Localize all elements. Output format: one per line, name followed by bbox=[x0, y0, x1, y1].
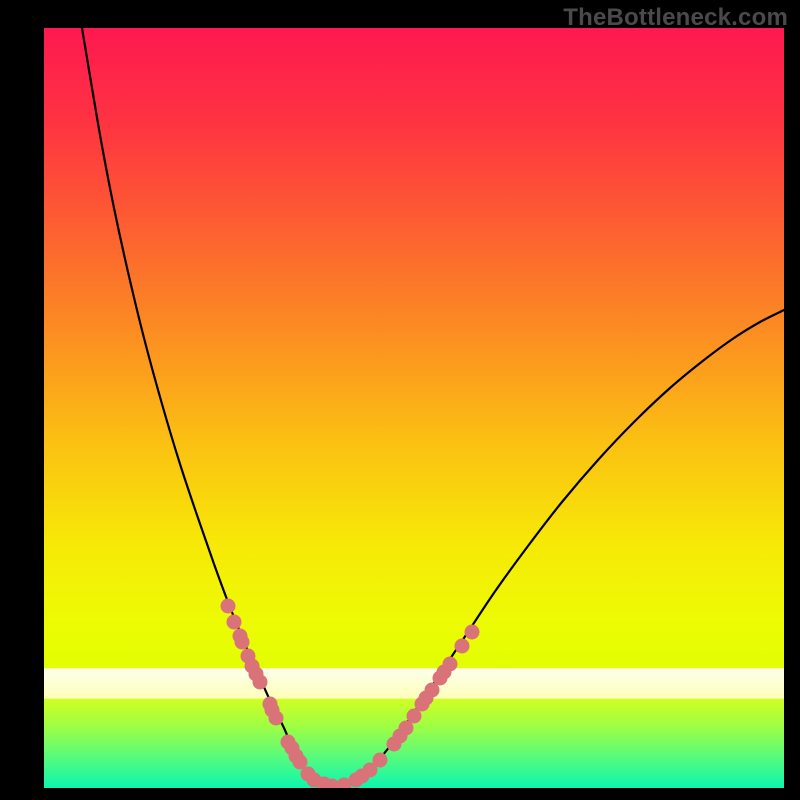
data-marker bbox=[325, 779, 340, 789]
data-markers bbox=[44, 28, 784, 788]
data-marker bbox=[337, 778, 352, 789]
plot-area bbox=[44, 28, 784, 788]
data-marker bbox=[263, 697, 278, 712]
data-marker bbox=[269, 711, 284, 726]
data-marker bbox=[227, 615, 242, 630]
data-marker bbox=[289, 749, 304, 764]
data-marker bbox=[443, 657, 458, 672]
data-marker bbox=[399, 721, 414, 736]
data-marker bbox=[317, 777, 332, 789]
data-marker bbox=[349, 773, 364, 788]
data-marker bbox=[241, 649, 256, 664]
data-marker bbox=[293, 755, 308, 770]
data-marker bbox=[221, 599, 236, 614]
data-marker bbox=[407, 709, 422, 724]
data-marker bbox=[355, 769, 370, 784]
data-marker bbox=[419, 691, 434, 706]
data-marker bbox=[307, 773, 322, 788]
data-marker bbox=[253, 675, 268, 690]
data-marker bbox=[235, 635, 250, 650]
data-marker bbox=[393, 729, 408, 744]
data-marker bbox=[265, 703, 280, 718]
data-marker bbox=[465, 625, 480, 640]
data-marker bbox=[373, 753, 388, 768]
bottleneck-curve bbox=[44, 28, 784, 788]
data-marker bbox=[437, 665, 452, 680]
data-marker bbox=[301, 767, 316, 782]
data-marker bbox=[249, 667, 264, 682]
chart-canvas: TheBottleneck.com bbox=[0, 0, 800, 800]
data-marker bbox=[245, 659, 260, 674]
data-marker bbox=[281, 735, 296, 750]
data-marker bbox=[285, 741, 300, 756]
data-marker bbox=[233, 629, 248, 644]
data-marker bbox=[363, 763, 378, 778]
data-marker bbox=[415, 697, 430, 712]
data-marker bbox=[387, 737, 402, 752]
data-marker bbox=[455, 639, 470, 654]
data-marker bbox=[425, 683, 440, 698]
watermark-text: TheBottleneck.com bbox=[563, 4, 788, 32]
data-marker bbox=[433, 671, 448, 686]
